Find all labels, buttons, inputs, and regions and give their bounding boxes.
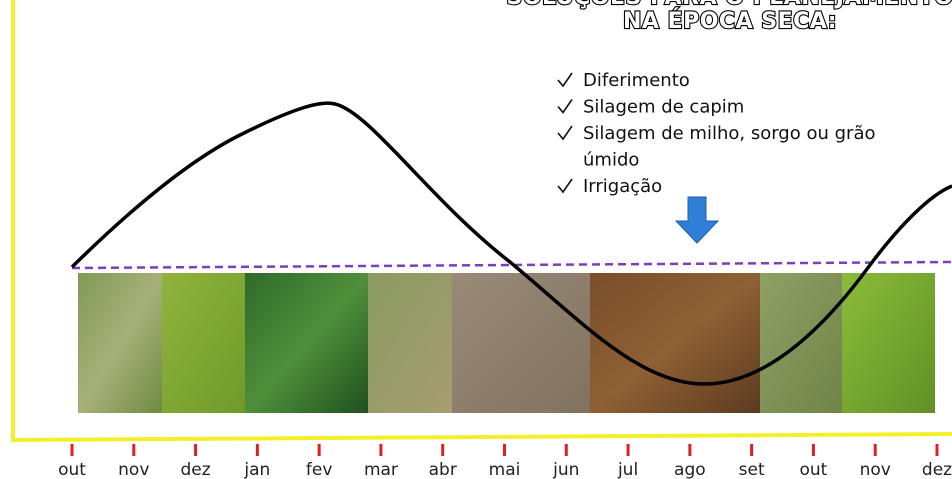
- x-axis: [10, 432, 952, 442]
- month-label: set: [739, 460, 765, 479]
- month-label: nov: [860, 460, 891, 479]
- month-label: jun: [552, 460, 579, 479]
- solution-text: Silagem de milho, sorgo ou grão: [583, 123, 875, 144]
- title: SOLUÇÕES PARA O PLANEJAMENTONA ÉPOCA SEC…: [505, 0, 952, 35]
- down-arrow: [674, 196, 720, 244]
- title-line: NA ÉPOCA SECA:: [623, 8, 837, 34]
- month-label: mai: [489, 460, 521, 479]
- month-label: out: [800, 460, 828, 479]
- month-label: jan: [243, 460, 270, 479]
- solution-text: Diferimento: [583, 70, 690, 91]
- solution-text: úmido: [583, 150, 639, 171]
- solution-text: Silagem de capim: [583, 97, 744, 118]
- checkmark: [557, 125, 573, 141]
- solution-text: Irrigação: [583, 176, 662, 197]
- month-label: dez: [922, 460, 952, 479]
- month-label: jul: [617, 460, 638, 479]
- checkmark: [557, 99, 573, 114]
- forage-curve: [70, 101, 952, 386]
- checkmark: [557, 178, 573, 194]
- month-label: out: [58, 460, 86, 479]
- month-label: dez: [180, 460, 210, 479]
- month-axis: out nov dez jan fev mar abr mai jun jul ago set out n…: [58, 444, 952, 479]
- month-label: abr: [429, 460, 457, 479]
- month-label: nov: [118, 460, 149, 479]
- title-line: SOLUÇÕES PARA O PLANEJAMENTO: [506, 0, 952, 10]
- month-label: mar: [364, 460, 398, 479]
- solutions-list: Diferimento Silagem de capim Silagem de mi…: [557, 70, 875, 197]
- pasture-photos: [78, 273, 935, 413]
- month-label: fev: [306, 460, 333, 479]
- checkmark: [557, 72, 573, 88]
- threshold-line: [71, 260, 952, 270]
- month-label: ago: [674, 460, 706, 479]
